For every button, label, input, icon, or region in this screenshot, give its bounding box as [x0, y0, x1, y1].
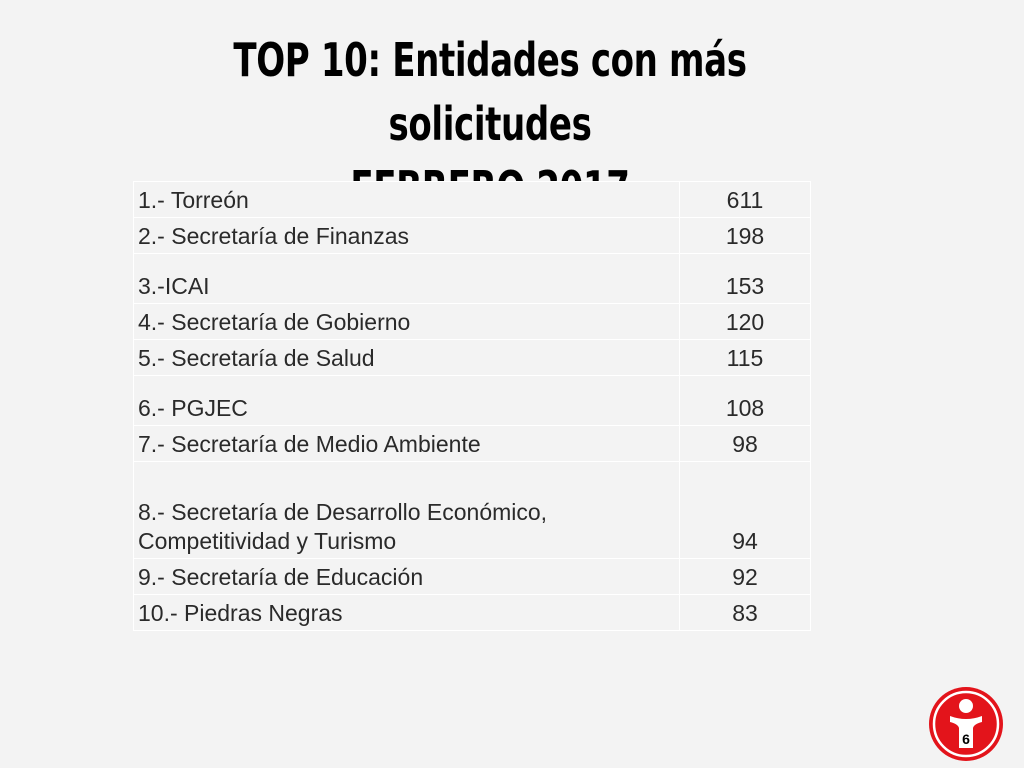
table-row: 4.- Secretaría de Gobierno 120 — [133, 303, 811, 340]
entity-name: 5.- Secretaría de Salud — [133, 339, 680, 376]
entity-name: 8.- Secretaría de Desarrollo Económico, … — [133, 461, 680, 559]
request-count: 108 — [679, 375, 811, 426]
request-count: 120 — [679, 303, 811, 340]
entity-name: 4.- Secretaría de Gobierno — [133, 303, 680, 340]
table-row: 1.- Torreón 611 — [133, 181, 811, 218]
table-row: 10.- Piedras Negras 83 — [133, 594, 811, 631]
entity-name: 10.- Piedras Negras — [133, 594, 680, 631]
page-number: 6 — [962, 731, 970, 747]
title-line-1: TOP 10: Entidades con más solicitudes — [233, 33, 747, 151]
request-count: 611 — [679, 181, 811, 218]
table-row: 5.- Secretaría de Salud 115 — [133, 339, 811, 376]
request-count: 83 — [679, 594, 811, 631]
entity-name: 2.- Secretaría de Finanzas — [133, 217, 680, 254]
info-person-icon: 6 — [929, 687, 1003, 761]
table-row: 9.- Secretaría de Educación 92 — [133, 558, 811, 595]
table-row: 2.- Secretaría de Finanzas 198 — [133, 217, 811, 254]
table-row: 3.-ICAI 153 — [133, 253, 811, 304]
entity-name: 3.-ICAI — [133, 253, 680, 304]
request-count: 98 — [679, 425, 811, 462]
table-row: 7.- Secretaría de Medio Ambiente 98 — [133, 425, 811, 462]
table-row: 8.- Secretaría de Desarrollo Económico, … — [133, 461, 811, 559]
ranking-table: 1.- Torreón 611 2.- Secretaría de Finanz… — [133, 181, 811, 631]
request-count: 198 — [679, 217, 811, 254]
request-count: 94 — [679, 461, 811, 559]
request-count: 153 — [679, 253, 811, 304]
entity-name: 6.- PGJEC — [133, 375, 680, 426]
entity-name: 7.- Secretaría de Medio Ambiente — [133, 425, 680, 462]
request-count: 92 — [679, 558, 811, 595]
entity-name: 9.- Secretaría de Educación — [133, 558, 680, 595]
table-row: 6.- PGJEC 108 — [133, 375, 811, 426]
request-count: 115 — [679, 339, 811, 376]
entity-name: 1.- Torreón — [133, 181, 680, 218]
